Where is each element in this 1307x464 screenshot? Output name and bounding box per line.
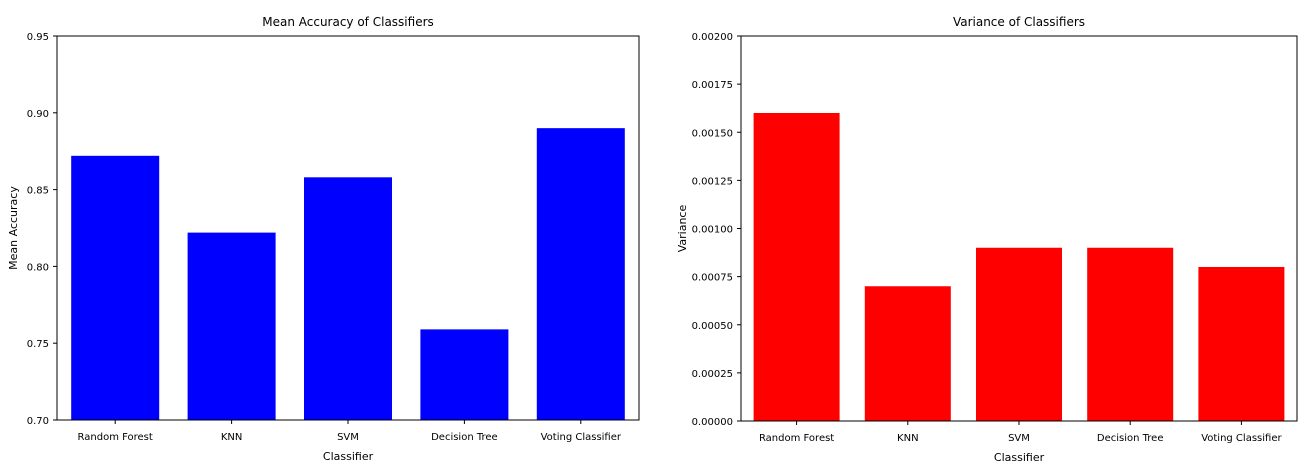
bar-group: [71, 128, 625, 421]
x-tick-label: KNN: [897, 433, 919, 444]
mean-accuracy-chart: Mean Accuracy of Classifiers Classifier …: [7, 15, 640, 463]
y-tick-label: 0.00000: [692, 417, 733, 428]
y-tick-label: 0.70: [27, 416, 49, 427]
y-tick-label: 0.00150: [692, 128, 733, 139]
bar-voting-classifier: [1198, 267, 1285, 421]
y-tick-label: 0.85: [27, 186, 49, 197]
x-tick-label: Decision Tree: [1097, 433, 1164, 444]
y-tick-label: 0.80: [27, 262, 49, 273]
plot-frame: [56, 35, 640, 421]
bar-svm: [304, 177, 392, 420]
y-axis-ticks: 0.70 0.75 0.80 0.85 0.90 0.95: [27, 32, 57, 427]
x-tick-label: SVM: [1008, 433, 1030, 444]
plot-frame: [740, 35, 1298, 422]
y-tick-label: 0.95: [27, 32, 49, 43]
x-tick-label: Voting Classifier: [1201, 433, 1282, 444]
x-axis-ticks: Random Forest KNN SVM Decision Tree Voting C…: [759, 421, 1282, 444]
x-axis-label: Classifier: [994, 451, 1045, 464]
y-axis-label: Mean Accuracy: [7, 186, 20, 270]
x-tick-label: SVM: [337, 432, 359, 443]
y-tick-label: 0.00200: [692, 32, 733, 43]
bar-group: [753, 113, 1285, 421]
y-tick-label: 0.00125: [692, 176, 733, 187]
variance-chart: Variance of Classifiers Classifier Varia…: [676, 15, 1298, 464]
x-tick-label: Voting Classifier: [541, 432, 622, 443]
bar-voting-classifier: [536, 128, 625, 420]
x-axis-ticks: Random Forest KNN SVM Decision Tree Voting C…: [78, 420, 622, 443]
y-tick-label: 0.00075: [692, 273, 733, 284]
chart-title: Variance of Classifiers: [953, 15, 1085, 29]
bar-svm: [976, 247, 1062, 421]
x-tick-label: KNN: [221, 432, 243, 443]
bar-decision-tree: [1087, 247, 1174, 421]
chart-title: Mean Accuracy of Classifiers: [262, 15, 434, 29]
x-tick-label: Random Forest: [759, 433, 834, 444]
bar-decision-tree: [420, 329, 509, 420]
x-axis-label: Classifier: [323, 450, 374, 463]
bar-random-forest: [753, 113, 840, 421]
bar-knn: [864, 286, 951, 421]
bar-knn: [187, 232, 276, 420]
y-tick-label: 0.00175: [692, 80, 733, 91]
x-tick-label: Decision Tree: [431, 432, 498, 443]
y-tick-label: 0.00100: [692, 225, 733, 236]
x-tick-label: Random Forest: [78, 432, 153, 443]
y-tick-label: 0.90: [27, 109, 49, 120]
y-tick-label: 0.00050: [692, 321, 733, 332]
y-axis-ticks: 0.00000 0.00025 0.00050 0.00075 0.00100 0.001…: [692, 32, 741, 428]
y-axis-label: Variance: [676, 205, 689, 253]
y-tick-label: 0.00025: [692, 369, 733, 380]
bar-random-forest: [71, 155, 160, 421]
y-tick-label: 0.75: [27, 339, 49, 350]
